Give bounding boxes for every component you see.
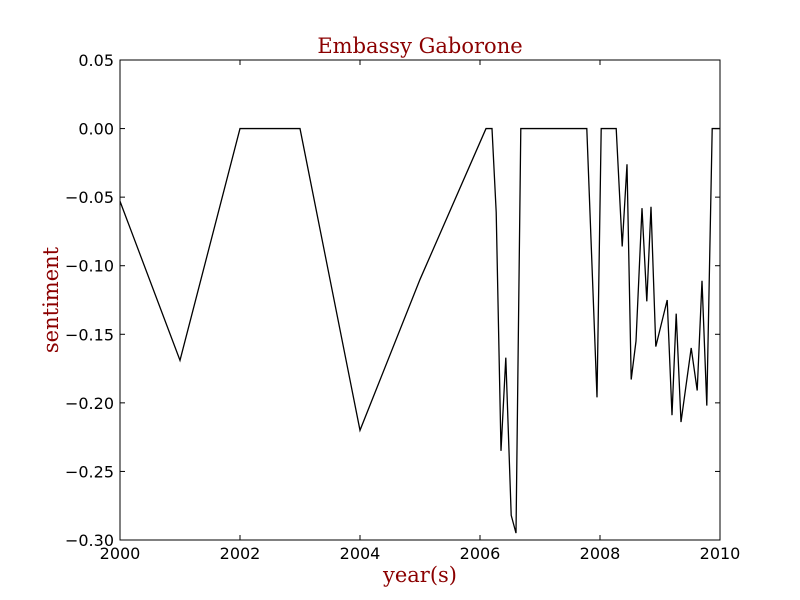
y-tick-label: 0.05: [78, 51, 114, 70]
y-axis-label: sentiment: [39, 246, 63, 353]
y-tick-label: −0.25: [65, 462, 114, 481]
y-tick-label: 0.00: [78, 120, 114, 139]
y-axis: 0.05 0.00 −0.05 −0.10 −0.15 −0.20 −0.25 −0.30: [65, 51, 720, 550]
x-tick-label: 2010: [700, 544, 741, 563]
plot-area: 2000 2002 2004 2006 2008 2010 0.05 0.00 −0.05 −0…: [65, 51, 740, 563]
y-tick-label: −0.20: [65, 394, 114, 413]
sentiment-series-line: [119, 127, 720, 534]
y-tick-label: −0.30: [65, 531, 114, 550]
x-tick-label: 2006: [460, 544, 501, 563]
y-tick-label: −0.10: [65, 257, 114, 276]
x-axis: 2000 2002 2004 2006 2008 2010: [100, 60, 741, 563]
y-tick-label: −0.05: [65, 188, 114, 207]
x-axis-label: year(s): [382, 563, 457, 587]
chart-title: Embassy Gaborone: [317, 34, 522, 58]
x-tick-label: 2000: [100, 544, 141, 563]
x-tick-label: 2008: [580, 544, 621, 563]
x-tick-label: 2004: [340, 544, 381, 563]
x-tick-label: 2002: [220, 544, 261, 563]
y-tick-label: −0.15: [65, 325, 114, 344]
plot-frame: [119, 59, 721, 541]
